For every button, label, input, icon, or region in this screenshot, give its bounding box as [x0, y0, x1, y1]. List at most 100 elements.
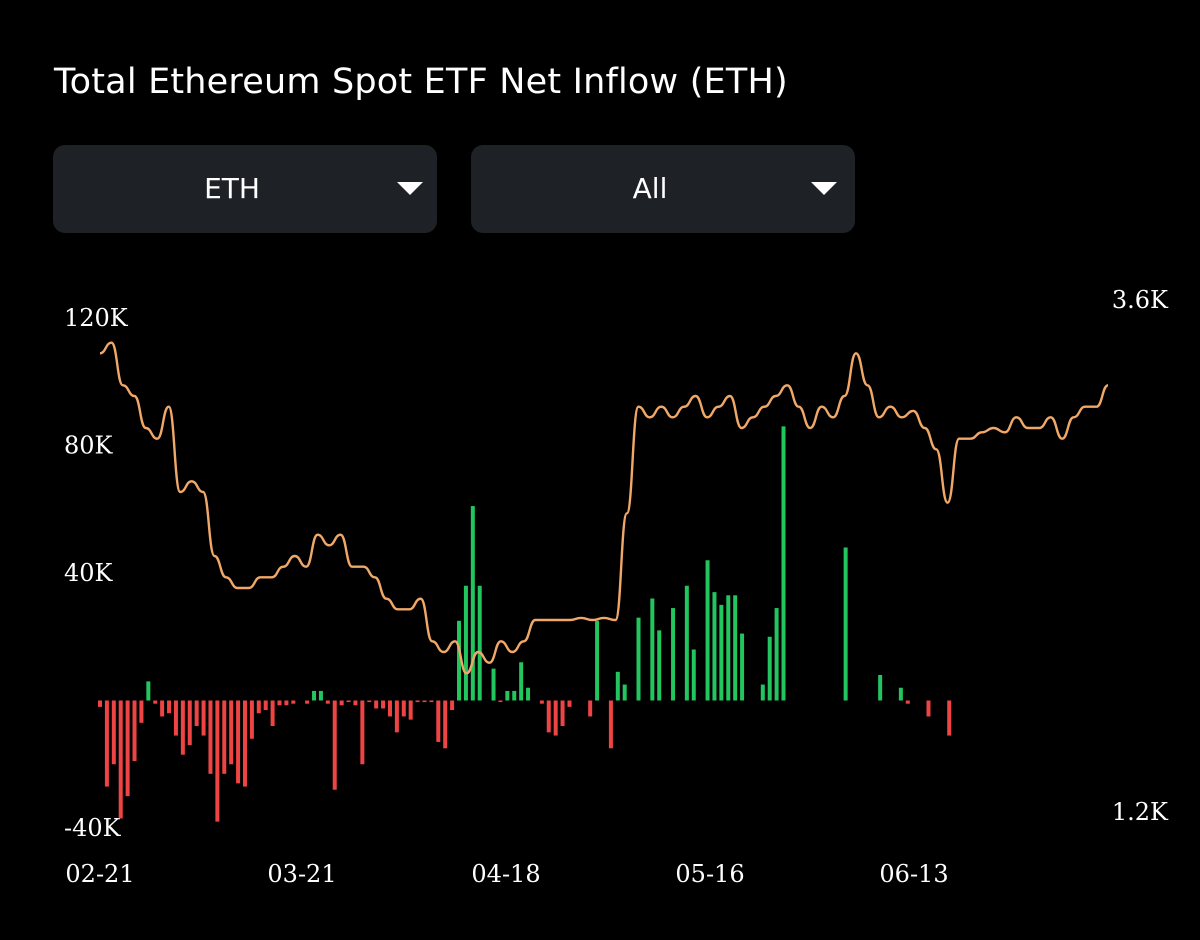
inflow-bar [470, 506, 475, 701]
inflow-bar [740, 633, 745, 701]
inflow-bar [560, 700, 565, 726]
inflow-bar [463, 585, 468, 701]
range-select[interactable]: All [471, 145, 855, 233]
asset-select-value: ETH [204, 172, 260, 205]
inflow-bar [263, 700, 268, 711]
caret-down-icon[interactable] [397, 182, 423, 195]
left-axis-tick-label: 80K [64, 432, 114, 460]
inflow-bar [104, 700, 109, 787]
inflow-bar [878, 675, 883, 701]
inflow-bar [526, 687, 531, 701]
inflow-bar [139, 700, 144, 723]
x-axis-tick-label: 06-13 [879, 860, 948, 888]
x-axis-tick-label: 04-18 [471, 860, 540, 888]
inflow-bar [381, 700, 386, 709]
inflow-bar [546, 700, 551, 733]
inflow-bar [436, 700, 441, 742]
inflow-bar [505, 690, 510, 701]
inflow-bar [898, 687, 903, 701]
inflow-bar [595, 620, 600, 701]
inflow-bar [657, 630, 662, 701]
inflow-bar [374, 700, 379, 709]
inflow-bar [360, 700, 365, 765]
inflow-bar [671, 608, 676, 701]
inflow-bar [305, 700, 310, 704]
inflow-bar [132, 700, 137, 762]
x-axis-tick-label: 03-21 [267, 860, 336, 888]
inflow-bar [249, 700, 254, 739]
inflow-bar [229, 700, 234, 765]
inflow-bar [608, 700, 613, 749]
x-axis-tick-label: 02-21 [65, 860, 134, 888]
inflow-bar [636, 617, 641, 701]
inflow-bar [394, 700, 399, 733]
inflow-bar [760, 684, 765, 701]
inflow-bar [291, 700, 296, 704]
inflow-bar [774, 608, 779, 701]
range-select-value: All [632, 172, 668, 205]
inflow-bar [905, 700, 910, 704]
inflow-bar [422, 700, 427, 703]
inflow-bar [588, 700, 593, 717]
inflow-bar [194, 700, 199, 726]
inflow-bar [353, 700, 358, 706]
inflow-bar [512, 690, 517, 701]
inflow-bar [567, 700, 572, 707]
inflow-bar [539, 700, 544, 704]
inflow-bar [726, 595, 731, 701]
right-axis-tick-label: 1.2K [1112, 798, 1169, 826]
inflow-bar [346, 700, 351, 703]
inflow-bar [415, 700, 420, 703]
inflow-bar [125, 700, 130, 797]
chart-title: Total Ethereum Spot ETF Net Inflow (ETH) [54, 62, 788, 102]
inflow-bar [118, 700, 123, 819]
inflow-bar [926, 700, 931, 717]
inflow-bar [650, 598, 655, 701]
inflow-bar [843, 547, 848, 701]
inflow-bar [173, 700, 178, 736]
inflow-bar [222, 700, 227, 774]
inflow-bar [519, 662, 524, 701]
inflow-bar [332, 700, 337, 790]
inflow-bar [684, 585, 689, 701]
inflow-bar [491, 668, 496, 701]
inflow-bar [284, 700, 289, 706]
inflow-bar [98, 700, 102, 707]
inflow-bar [498, 700, 503, 703]
inflow-bar [242, 700, 247, 787]
inflow-bar [947, 700, 952, 736]
inflow-bar [180, 700, 185, 755]
left-axis-tick-label: -40K [64, 814, 122, 842]
inflow-bar [208, 700, 213, 774]
inflow-bar [187, 700, 192, 746]
inflow-bar [160, 700, 165, 717]
inflow-bar [429, 700, 434, 703]
inflow-bar [622, 684, 627, 701]
inflow-bar [450, 700, 455, 711]
left-axis-tick-label: 40K [64, 559, 114, 587]
inflow-bar [270, 700, 275, 726]
inflow-bar [477, 585, 482, 701]
inflow-bar [615, 671, 620, 701]
inflow-bar [215, 700, 220, 822]
inflow-bar [401, 700, 406, 717]
inflow-bar [153, 700, 158, 704]
inflow-bar [236, 700, 241, 784]
inflow-bar [318, 690, 323, 701]
right-axis-tick-label: 3.6K [1112, 286, 1169, 314]
inflow-bar [712, 592, 717, 701]
inflow-bar [457, 620, 462, 701]
inflow-bar [408, 700, 413, 720]
inflow-bar [167, 700, 172, 714]
inflow-bar [325, 700, 330, 704]
inflow-bar [719, 604, 724, 701]
inflow-bar [733, 595, 738, 701]
asset-select[interactable]: ETH [53, 145, 437, 233]
inflow-bar [705, 560, 710, 701]
inflow-bar [387, 700, 392, 717]
inflow-bar [312, 690, 317, 701]
inflow-bar [146, 681, 151, 701]
caret-down-icon[interactable] [811, 182, 837, 195]
inflow-bar [553, 700, 558, 736]
